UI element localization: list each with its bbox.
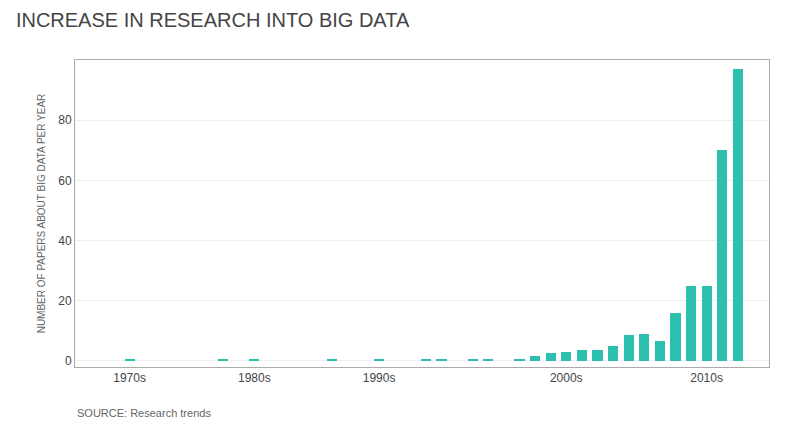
svg-text:1970s: 1970s xyxy=(113,371,146,385)
svg-text:INCREASE IN RESEARCH INTO BIG: INCREASE IN RESEARCH INTO BIG DATA xyxy=(16,9,410,31)
svg-text:0: 0 xyxy=(65,354,72,368)
svg-text:2010s: 2010s xyxy=(690,371,723,385)
svg-text:SOURCE: Research trends: SOURCE: Research trends xyxy=(77,407,211,419)
svg-text:NUMBER OF PAPERS ABOUT BIG DAT: NUMBER OF PAPERS ABOUT BIG DATA PER YEAR xyxy=(36,94,47,334)
svg-text:40: 40 xyxy=(58,234,72,248)
svg-text:1980s: 1980s xyxy=(238,371,271,385)
svg-text:20: 20 xyxy=(58,294,72,308)
svg-text:60: 60 xyxy=(58,174,72,188)
svg-text:1990s: 1990s xyxy=(363,371,396,385)
svg-text:2000s: 2000s xyxy=(550,371,583,385)
svg-text:80: 80 xyxy=(58,113,72,127)
